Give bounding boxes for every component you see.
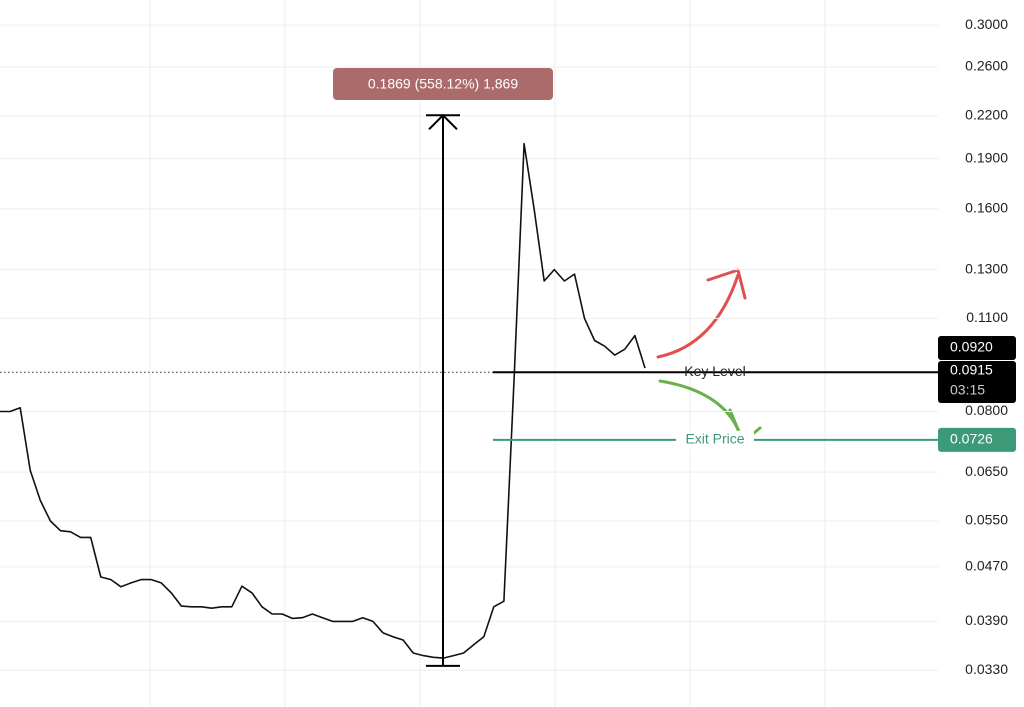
price-line <box>0 142 646 659</box>
y-tick-label: 0.3000 <box>965 16 1008 32</box>
last-price-tag <box>938 336 1016 360</box>
up-arrow-head <box>706 268 747 300</box>
key-level-label: Key Level <box>684 363 745 379</box>
y-tick-label: 0.0330 <box>965 661 1008 677</box>
exit-price-label: Exit Price <box>685 431 744 447</box>
key-level-price: 0.0915 <box>950 362 993 378</box>
y-tick-label: 0.1300 <box>965 260 1008 276</box>
exit-price-tag <box>938 427 1016 452</box>
measure-label: 0.1869 (558.12%) 1,869 <box>368 76 518 92</box>
key-level-tag <box>938 361 1016 403</box>
y-tick-label: 0.0650 <box>965 463 1008 479</box>
last-price-label: 0.0920 <box>950 339 993 355</box>
vertical-grid <box>149 0 826 707</box>
y-tick-label: 0.0390 <box>965 612 1008 628</box>
up-arrow <box>656 273 740 359</box>
y-tick-label: 0.0550 <box>965 512 1008 528</box>
y-tick-label: 0.1900 <box>965 149 1008 165</box>
y-tick-label: 0.0800 <box>965 402 1008 418</box>
y-tick-label: 0.2200 <box>965 107 1008 123</box>
measure-label-bg <box>333 68 553 100</box>
exit-label-bg <box>676 430 754 449</box>
y-tick-label: 0.0470 <box>965 558 1008 574</box>
measure-arrowhead <box>428 113 458 131</box>
exit-price-tag-label: 0.0726 <box>950 431 993 447</box>
y-tick-label: 0.1600 <box>965 200 1008 216</box>
y-tick-label: 0.2600 <box>965 58 1008 74</box>
y-tick-label: 0.1100 <box>966 309 1008 325</box>
countdown: 03:15 <box>950 382 985 398</box>
